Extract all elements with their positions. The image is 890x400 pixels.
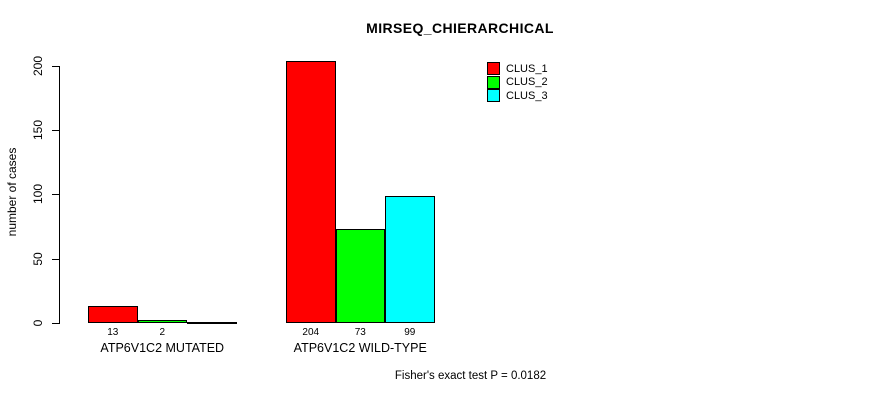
legend-row-clus_1: CLUS_1 [487,62,548,76]
x-group-label-2: ATP6V1C2 WILD-TYPE [293,341,427,355]
legend-swatch-clus_3 [487,89,500,103]
bar-value-label-clus_2-group1: 2 [159,327,166,338]
bar-clus_2-group1 [137,320,187,323]
y-axis-label: number of cases [5,147,19,237]
legend-label-clus_1: CLUS_1 [506,62,548,75]
y-tick-label-0: 0 [31,319,45,327]
bar-clus_3-group1 [187,322,237,324]
y-tick-label-50: 50 [31,252,45,266]
bar-value-label-clus_3-group2: 99 [404,327,416,338]
legend-swatch-clus_2 [487,75,500,89]
y-tick-label-150: 150 [31,119,45,141]
y-tick-label-100: 100 [31,183,45,205]
y-tick-150 [52,130,59,131]
bar-value-label-clus_1-group1: 13 [107,327,119,338]
y-tick-200 [52,66,59,67]
y-tick-100 [52,194,59,195]
legend-row-clus_3: CLUS_3 [487,89,548,103]
bar-value-label-clus_1-group2: 204 [302,327,320,338]
bar-clus_1-group2 [286,61,336,323]
fisher-test-annotation: Fisher's exact test P = 0.0182 [394,370,547,382]
y-tick-label-200: 200 [31,55,45,77]
bar-clus_3-group2 [385,196,435,323]
y-axis-line [59,66,60,324]
legend-label-clus_3: CLUS_3 [506,89,548,102]
legend-swatch-clus_1 [487,62,500,76]
bar-clus_2-group2 [335,229,385,323]
legend: CLUS_1 CLUS_2 CLUS_3 [487,62,548,103]
bar-value-label-clus_2-group2: 73 [354,327,366,338]
bar-clus_1-group1 [88,306,138,323]
legend-label-clus_2: CLUS_2 [506,76,548,89]
y-tick-50 [52,259,59,260]
chart-title: MIRSEQ_CHIERARCHICAL [366,20,554,36]
x-group-label-1: ATP6V1C2 MUTATED [100,341,225,355]
legend-row-clus_2: CLUS_2 [487,75,548,90]
y-tick-0 [52,323,59,324]
